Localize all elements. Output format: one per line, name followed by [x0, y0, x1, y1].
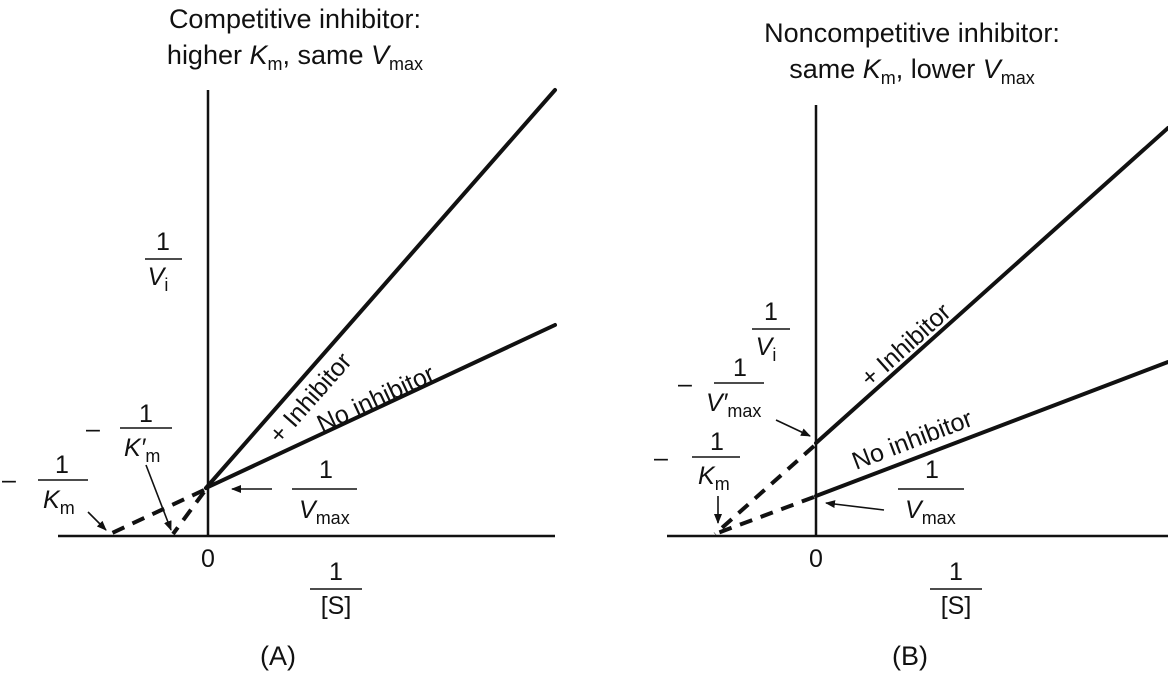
svg-text:–: –: [678, 370, 692, 398]
panel-a-caption: (A): [260, 641, 296, 671]
svg-text:Vi: Vi: [148, 263, 169, 295]
svg-text:[S]: [S]: [321, 592, 352, 620]
neg-1-over-vprime-max-label: – 1 V′max: [678, 354, 811, 437]
no-inhibitor-line: [814, 360, 1168, 498]
panel-b: Noncompetitive inhibitor: same Km, lower…: [654, 18, 1168, 671]
svg-text:1: 1: [319, 456, 333, 484]
svg-text:1: 1: [329, 558, 343, 586]
x-axis-label: 1 [S]: [930, 558, 982, 620]
svg-text:Vmax: Vmax: [905, 496, 956, 528]
svg-text:1: 1: [764, 298, 778, 326]
svg-text:Km: Km: [698, 462, 730, 494]
svg-text:1: 1: [949, 558, 963, 586]
inhibitor-line: [204, 88, 557, 490]
no-inhibitor-extrapolation: [109, 488, 205, 536]
origin-label: 0: [201, 545, 215, 573]
1-over-vmax-label: 1 Vmax: [231, 456, 357, 528]
x-axis-label: 1 [S]: [310, 558, 362, 620]
panel-b-title-line1: Noncompetitive inhibitor:: [764, 18, 1060, 48]
svg-text:1: 1: [156, 228, 170, 256]
inhibitor-line: [814, 126, 1168, 445]
svg-text:[S]: [S]: [941, 592, 972, 620]
svg-text:Vmax: Vmax: [299, 496, 350, 528]
no-inhibitor-line: [204, 323, 557, 490]
svg-text:1: 1: [710, 428, 724, 456]
svg-text:–: –: [654, 444, 668, 472]
panel-a-title-line2: higher Km, same Vmax: [167, 40, 423, 74]
panel-a-title-line1: Competitive inhibitor:: [169, 4, 421, 34]
inhibitor-extrapolation: [713, 444, 816, 536]
svg-text:Vi: Vi: [756, 333, 777, 365]
panel-b-title-line2: same Km, lower Vmax: [789, 54, 1035, 88]
inhibitor-line-label: + Inhibitor: [855, 298, 956, 393]
1-over-vmax-label: 1 Vmax: [825, 456, 964, 528]
svg-text:1: 1: [733, 354, 747, 382]
origin-label: 0: [809, 545, 823, 573]
y-axis-label: 1 Vi: [752, 298, 790, 365]
svg-text:1: 1: [139, 400, 153, 428]
svg-text:Km: Km: [43, 486, 75, 518]
no-inhibitor-extrapolation: [714, 495, 815, 536]
svg-text:–: –: [2, 466, 16, 494]
neg-1-over-km-label: – 1 Km: [654, 428, 740, 524]
neg-1-over-km-label: – 1 Km: [2, 451, 107, 531]
panel-a: Competitive inhibitor: higher Km, same V…: [2, 4, 557, 671]
svg-text:K′m: K′m: [124, 434, 160, 466]
svg-text:1: 1: [925, 456, 939, 484]
panel-b-caption: (B): [892, 641, 928, 671]
inhibitor-extrapolation: [171, 490, 206, 536]
y-axis-label: 1 Vi: [145, 228, 182, 295]
no-inhibitor-line-label: No inhibitor: [848, 405, 976, 476]
svg-text:V′max: V′max: [706, 389, 761, 421]
svg-text:–: –: [86, 415, 100, 443]
neg-1-over-kprime-m-label: – 1 K′m: [86, 400, 172, 531]
svg-text:1: 1: [55, 451, 69, 479]
